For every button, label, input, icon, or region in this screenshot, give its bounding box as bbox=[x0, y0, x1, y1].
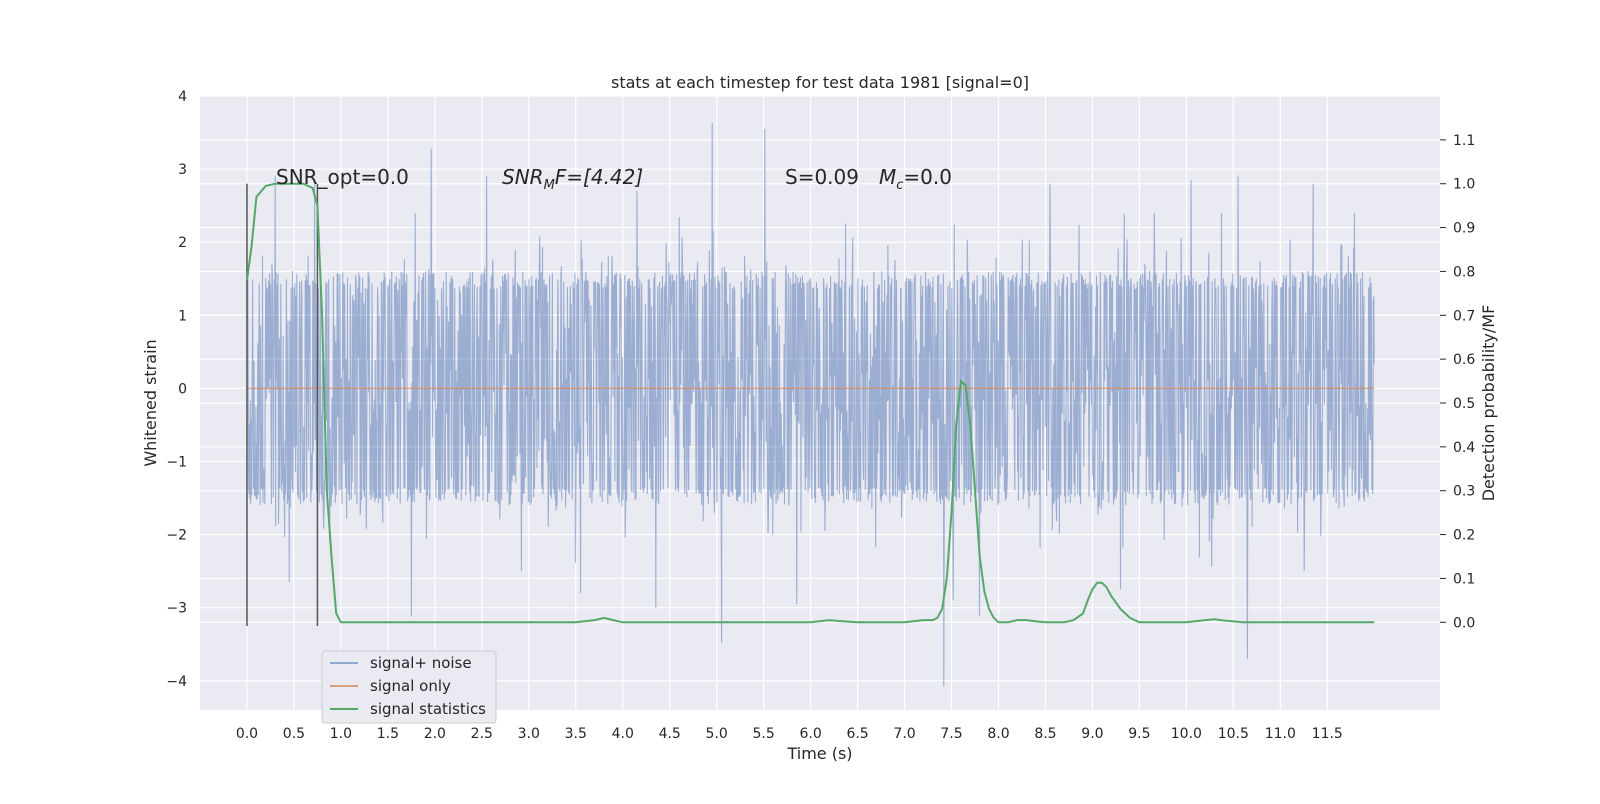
y2-axis-label: Detection probability/MF bbox=[1479, 305, 1498, 502]
x-tick-label: 10.5 bbox=[1218, 726, 1249, 742]
y2-tick-label: 0.8 bbox=[1453, 264, 1475, 280]
snr-mf-main: SNR bbox=[502, 165, 544, 189]
x-tick-label: 3.5 bbox=[565, 726, 587, 742]
series-layer bbox=[246, 122, 1375, 687]
x-tick-label: 5.0 bbox=[706, 726, 728, 742]
x-tick-label: 9.0 bbox=[1081, 726, 1103, 742]
y-tick-labels: −4 −3 −2 −1 0 1 2 3 4 bbox=[166, 89, 187, 690]
x-tick-label: 2.0 bbox=[424, 726, 446, 742]
x-tick-labels: 0.0 0.5 1.0 1.5 2.0 2.5 3.0 3.5 4.0 4.5 5.0 5.5 6.0 6… bbox=[236, 726, 1343, 742]
x-axis-label: Time (s) bbox=[786, 744, 852, 763]
x-tick-label: 6.0 bbox=[799, 726, 821, 742]
x-tick-label: 1.0 bbox=[330, 726, 352, 742]
x-tick-label: 5.5 bbox=[753, 726, 775, 742]
y2-tick-label: 0.6 bbox=[1453, 352, 1475, 368]
y2-tick-label: 0.0 bbox=[1453, 615, 1475, 631]
x-tick-label: 3.0 bbox=[518, 726, 540, 742]
y2-tick-label: 0.5 bbox=[1453, 396, 1475, 412]
y2-tick-label: 0.2 bbox=[1453, 528, 1475, 544]
x-tick-label: 7.5 bbox=[940, 726, 962, 742]
legend: signal+ noise signal only signal statist… bbox=[321, 650, 497, 724]
signal-statistics-layer bbox=[246, 182, 1375, 624]
vertical-lines bbox=[246, 183, 319, 626]
series-signal-statistics bbox=[246, 182, 1375, 624]
x-tick-label: 1.5 bbox=[377, 726, 399, 742]
x-tick-label: 7.0 bbox=[893, 726, 915, 742]
mc-sub: c bbox=[896, 178, 903, 193]
y2-tick-label: 0.9 bbox=[1453, 221, 1475, 237]
y-axis-label: Whitened strain bbox=[141, 339, 160, 466]
x-tick-label: 4.5 bbox=[659, 726, 681, 742]
annotation-snr-mf: SNRMF=[4.42] bbox=[502, 165, 643, 193]
y-tick-label: 0 bbox=[178, 381, 187, 397]
y2-tick-label: 0.1 bbox=[1453, 571, 1475, 587]
snr-mf-rest: F=[4.42] bbox=[555, 165, 643, 189]
y-tick-label: −2 bbox=[166, 528, 187, 544]
y2-tick-labels: 0.0 0.1 0.2 0.3 0.4 0.5 0.6 0.7 0.8 0.9 1.0 1.1 bbox=[1440, 133, 1475, 631]
x-tick-label: 11.0 bbox=[1265, 726, 1296, 742]
annotation-mc: Mc=0.0 bbox=[879, 165, 952, 193]
legend-label-signal-noise: signal+ noise bbox=[370, 654, 472, 672]
grid bbox=[200, 95, 1440, 710]
x-tick-label: 0.5 bbox=[283, 726, 305, 742]
x-tick-label: 4.0 bbox=[612, 726, 634, 742]
y-tick-label: 1 bbox=[178, 308, 187, 324]
x-tick-label: 8.0 bbox=[987, 726, 1009, 742]
x-tick-label: 9.5 bbox=[1128, 726, 1150, 742]
x-tick-label: 6.5 bbox=[846, 726, 868, 742]
y2-tick-label: 1.0 bbox=[1453, 177, 1475, 193]
x-tick-label: 8.5 bbox=[1034, 726, 1056, 742]
annotation-snr-opt: SNR_opt=0.0 bbox=[276, 165, 409, 189]
y-tick-label: −4 bbox=[166, 674, 187, 690]
x-tick-label: 2.5 bbox=[471, 726, 493, 742]
y-tick-label: −1 bbox=[166, 454, 187, 470]
x-tick-label: 0.0 bbox=[236, 726, 258, 742]
x-tick-label: 10.0 bbox=[1171, 726, 1202, 742]
legend-label-signal-only: signal only bbox=[370, 677, 451, 695]
mc-rest: =0.0 bbox=[903, 165, 952, 189]
legend-box bbox=[321, 650, 497, 724]
y-tick-label: 3 bbox=[178, 162, 187, 178]
legend-label-signal-statistics: signal statistics bbox=[370, 700, 486, 718]
y-tick-label: 2 bbox=[178, 235, 187, 251]
y2-tick-label: 1.1 bbox=[1453, 133, 1475, 149]
y-tick-label: −3 bbox=[166, 601, 187, 617]
annotation-s-value: S=0.09 bbox=[785, 165, 859, 189]
y2-tick-label: 0.3 bbox=[1453, 484, 1475, 500]
y-tick-label: 4 bbox=[178, 89, 187, 105]
chart-title: stats at each timestep for test data 198… bbox=[611, 73, 1029, 92]
mc-main: M bbox=[879, 165, 896, 189]
y2-tick-label: 0.7 bbox=[1453, 308, 1475, 324]
snr-mf-sub: M bbox=[544, 178, 555, 193]
y2-tick-label: 0.4 bbox=[1453, 440, 1475, 456]
x-tick-label: 11.5 bbox=[1312, 726, 1343, 742]
